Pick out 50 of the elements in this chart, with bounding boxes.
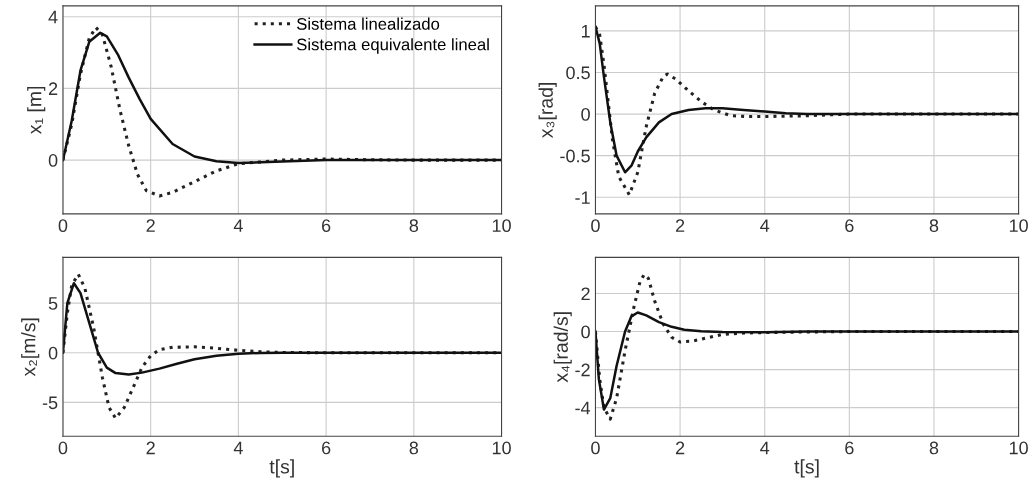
x-tick-label: 2 [146,219,155,232]
y-tick-label: 0 [48,346,58,360]
line-series [62,281,502,376]
x-tick-label: 10 [492,441,511,455]
x-tick-label: 4 [760,441,770,455]
y-tick-label: 4 [48,10,58,24]
y-tick-label: 2 [581,287,590,301]
x-tick-label: 6 [322,219,331,233]
x-tick-label: 4 [233,441,243,455]
legend-label: Sistema linealizado [297,17,440,30]
x-tick-label: 2 [675,441,685,455]
y-axis-title: x₄[rad/s] [553,312,572,383]
x-tick-label: 8 [929,441,939,455]
y-tick-label: -2 [575,363,590,377]
x-tick-label: 2 [146,441,155,455]
y-tick-label: 5 [48,297,58,310]
y-tick-label: 1 [581,25,590,38]
y-tick-label: 0 [581,108,590,121]
x-tick-label: 0 [591,219,600,233]
y-tick-label: -4 [575,401,591,415]
x-tick-label: 10 [492,219,511,233]
x-tick-label: 6 [845,219,854,233]
y-tick-label: 0 [48,154,58,167]
y-axis-title: x₁ [m] [27,86,46,135]
x-axis-title: t[s] [269,459,294,478]
x-tick-label: 4 [760,219,770,232]
x-tick-label: 0 [58,219,68,233]
y-tick-label: 2 [48,82,58,95]
y-tick-label: -1 [575,191,590,204]
line-series [62,31,502,165]
x-tick-label: 10 [1009,219,1028,233]
x-tick-label: 8 [409,441,419,455]
y-axis-title: x₂[m/s] [21,318,40,377]
x-tick-label: 6 [322,441,331,455]
y-tick-label: -0.5 [560,149,590,163]
x-axis-title: t[s] [794,459,819,478]
legend-label: Sistema equivalente lineal [297,38,489,54]
line-series [595,311,1019,411]
x-tick-label: 8 [409,219,419,233]
x-tick-label: 4 [233,219,243,232]
x-tick-label: 10 [1009,441,1028,455]
x-tick-label: 0 [58,441,68,455]
y-axis-title: x₃[rad] [538,83,557,138]
x-tick-label: 2 [675,219,685,232]
x-tick-label: 6 [845,441,854,455]
x-tick-label: 0 [591,441,600,455]
x-tick-label: 8 [929,219,939,233]
y-tick-label: 0.5 [566,66,590,80]
y-tick-label: -5 [42,396,58,410]
y-tick-label: 0 [581,325,590,339]
